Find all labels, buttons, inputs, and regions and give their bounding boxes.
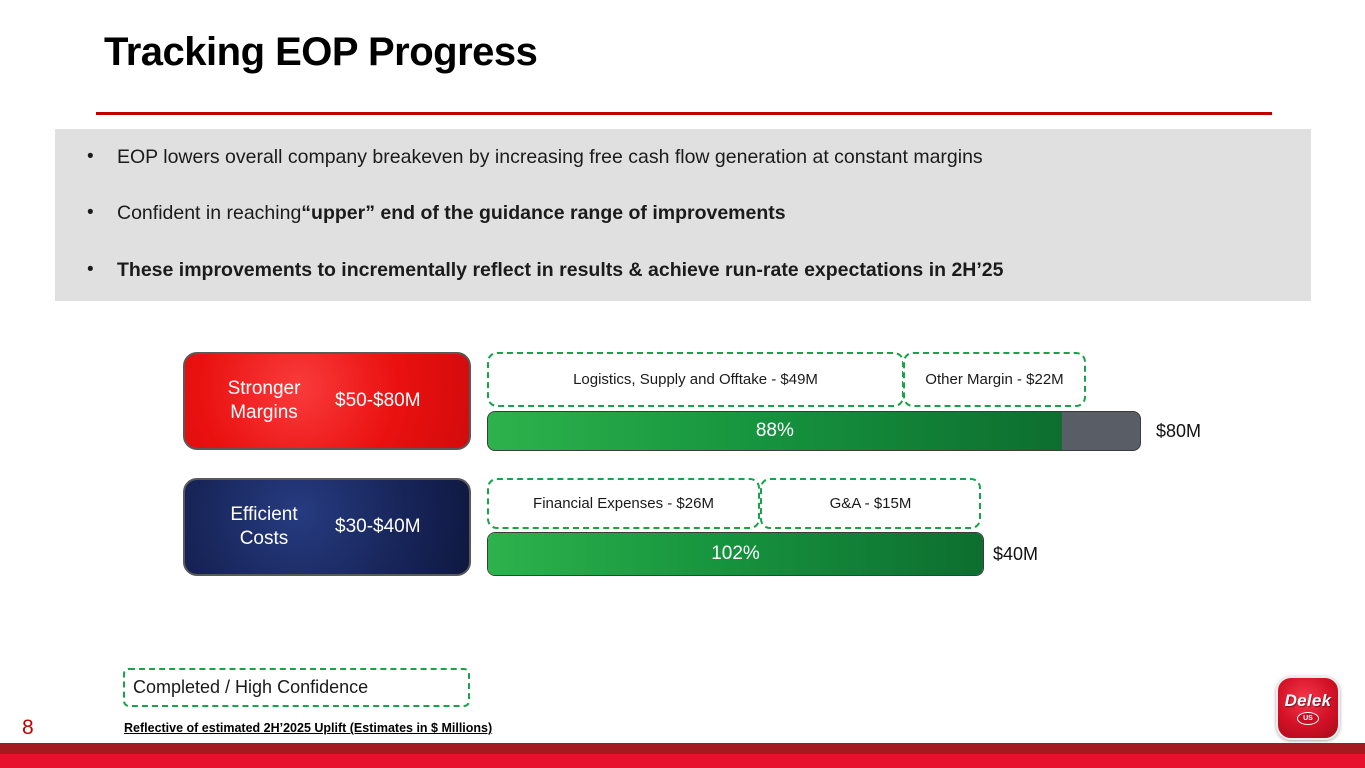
category-label-line2: Margins <box>230 402 298 423</box>
delek-us-logo: Delek US <box>1276 676 1340 740</box>
category-label: Stronger Margins <box>205 377 323 425</box>
bullet-item: EOP lowers overall company breakeven by … <box>87 146 1291 169</box>
legend-completed-high-confidence: Completed / High Confidence <box>123 668 470 707</box>
category-label-line1: Stronger <box>227 378 301 400</box>
progress-fill: 88% <box>488 412 1062 450</box>
component-box-financial-expenses: Financial Expenses - $26M <box>487 478 760 529</box>
category-label-line1: Efficient <box>230 504 298 526</box>
bullet-item: Confident in reaching “upper” end of the… <box>87 202 1291 225</box>
bullet-text: EOP lowers overall company breakeven by … <box>117 146 983 168</box>
title-underline <box>96 112 1272 115</box>
logo-brand-text: Delek <box>1284 691 1332 710</box>
page-title: Tracking EOP Progress <box>104 30 538 74</box>
footer-stripe-dark <box>0 743 1365 754</box>
bullet-item: These improvements to incrementally refl… <box>87 259 1291 282</box>
page-number: 8 <box>22 716 34 739</box>
component-box-ga: G&A - $15M <box>760 478 981 529</box>
logo-us-badge: US <box>1297 712 1319 725</box>
guidance-range: $30-$40M <box>335 516 421 537</box>
category-box-efficient-costs: Efficient Costs $30-$40M <box>183 478 471 576</box>
summary-bullets-panel: EOP lowers overall company breakeven by … <box>55 129 1311 301</box>
bullet-text-bold: These improvements to incrementally refl… <box>117 258 1004 281</box>
progress-percent-label: 102% <box>711 543 760 564</box>
progress-bar-efficient-costs: 102% <box>487 532 984 576</box>
bullet-text: Confident in reaching <box>117 202 302 225</box>
progress-percent-label: 88% <box>755 420 794 441</box>
guidance-range: $50-$80M <box>335 390 421 411</box>
category-label-line2: Costs <box>239 528 289 549</box>
component-box-other-margin: Other Margin - $22M <box>903 352 1086 407</box>
category-box-stronger-margins: Stronger Margins $50-$80M <box>183 352 471 450</box>
category-label: Efficient Costs <box>205 503 323 551</box>
target-label: $80M <box>1156 420 1202 441</box>
component-box-logistics: Logistics, Supply and Offtake - $49M <box>487 352 904 407</box>
footer-stripe-bright <box>0 754 1365 768</box>
footnote: Reflective of estimated 2H’2025 Uplift (… <box>124 721 493 735</box>
bullet-text-bold: “upper” end of the guidance range of imp… <box>301 202 786 225</box>
progress-bar-stronger-margins: 88% <box>487 411 1141 451</box>
target-label: $40M <box>993 543 1039 564</box>
progress-fill: 102% <box>488 533 983 575</box>
